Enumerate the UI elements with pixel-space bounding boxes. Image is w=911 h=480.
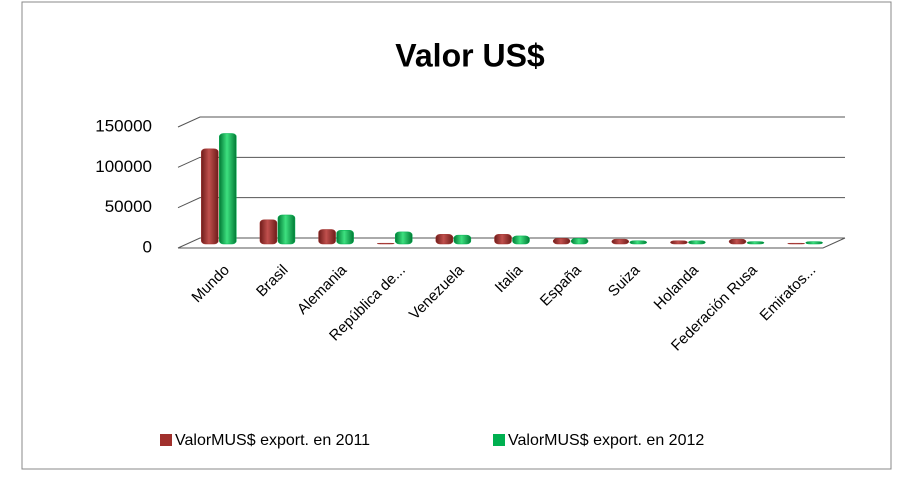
bar [494,234,512,245]
legend-label: ValorMUS$ export. en 2011 [175,432,370,449]
chart-title: Valor US$ [395,37,545,73]
bar [336,230,354,245]
bar [728,238,747,245]
grid-line [177,116,845,128]
bar [277,214,296,245]
grid-line [177,197,845,209]
legend-label: ValorMUS$ export. en 2012 [508,432,704,449]
legend-swatch [493,434,505,446]
bar [570,238,589,245]
bar [453,234,472,245]
bar [787,242,805,245]
bar [611,238,630,245]
bar [512,235,530,245]
bar [394,231,413,245]
bar [318,229,336,245]
grid-line [177,237,845,249]
bar [552,238,571,245]
bar [201,148,219,245]
legend-swatch [160,434,172,446]
y-tick-label: 100000 [95,157,152,176]
bar [219,133,237,245]
y-tick-label: 0 [143,237,152,256]
y-tick-label: 50000 [105,197,152,216]
bar [629,240,648,245]
bar [746,241,765,245]
bar [259,219,278,245]
grid-line [177,156,845,168]
bar [688,240,706,245]
bar [435,234,454,245]
bar [376,242,395,245]
y-tick-label: 150000 [95,116,152,135]
bar [805,241,823,245]
floor [178,237,846,249]
bar [670,240,688,245]
